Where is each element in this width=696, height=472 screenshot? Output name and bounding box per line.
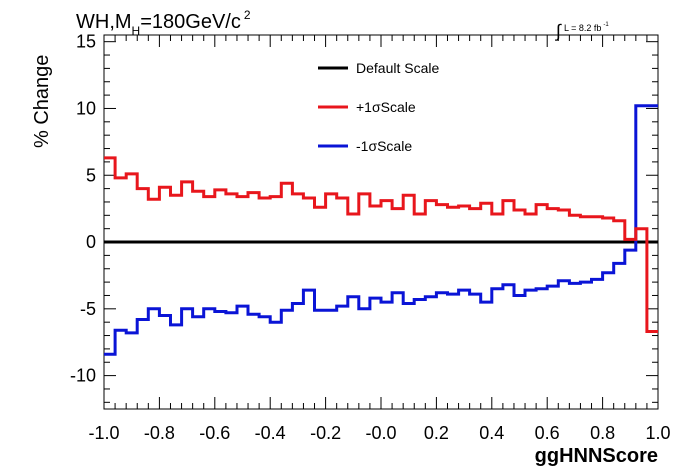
x-tick-label: -0.0 (365, 423, 396, 443)
legend-label-plus: +1σScale (356, 99, 416, 115)
y-tick-labels: -10 -5 0 5 10 15 (70, 32, 96, 386)
y-axis-title: % Change (31, 55, 53, 148)
legend: Default Scale +1σScale -1σScale (318, 60, 439, 154)
series-minus1sigma-line (104, 104, 658, 356)
y-tick-label: -10 (70, 366, 96, 386)
legend-label-default: Default Scale (356, 60, 439, 76)
x-tick-label: -1.0 (88, 423, 119, 443)
lumi-label: ∫ L = 8.2 fb -1 (554, 21, 609, 41)
series-layer (104, 104, 658, 356)
x-tick-label: -0.8 (144, 423, 175, 443)
y-tick-label: 10 (76, 98, 96, 118)
legend-label-minus: -1σScale (356, 138, 412, 154)
y-tick-label: 0 (86, 232, 96, 252)
x-tick-label: 0.6 (535, 423, 560, 443)
x-tick-label: 0.2 (424, 423, 449, 443)
x-tick-label: -0.2 (310, 423, 341, 443)
x-tick-label: -0.4 (255, 423, 286, 443)
series-plus1sigma-line (104, 156, 658, 333)
y-tick-label: -5 (80, 299, 96, 319)
x-tick-label: 0.4 (479, 423, 504, 443)
x-tick-label: 1.0 (645, 423, 670, 443)
y-tick-label: 5 (86, 165, 96, 185)
x-axis-title: ggHNNScore (535, 445, 658, 467)
axis-ticks (103, 35, 659, 409)
x-tick-label: -0.6 (199, 423, 230, 443)
chart-title: WH,MH=180GeV/c 2 (76, 8, 251, 38)
y-tick-label: 15 (76, 32, 96, 52)
integral-symbol: ∫ (554, 21, 562, 41)
x-tick-label: 0.8 (590, 423, 615, 443)
x-tick-labels: -1.0 -0.8 -0.6 -0.4 -0.2 -0.0 0.2 0.4 0.6 0.8 1.0 (88, 423, 670, 443)
